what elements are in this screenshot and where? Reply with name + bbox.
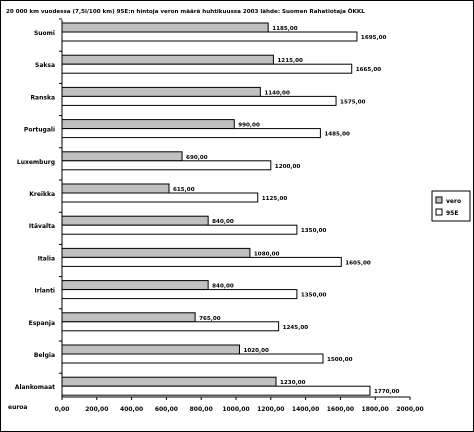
category-label-italia: Italia (38, 255, 55, 262)
x-tick-label: 1400,00 (292, 406, 319, 413)
data-label-95e-kreikka: 1125,00 (262, 196, 288, 202)
x-tick-label: 400,00 (120, 406, 143, 413)
data-label-vero-italia: 1080,00 (254, 251, 280, 257)
data-label-vero-ranska: 1140,00 (264, 90, 290, 96)
bar-vero-kreikka (61, 183, 170, 194)
data-label-95e-alankomaat: 1770,00 (374, 389, 400, 395)
bar-95e-suomi (61, 31, 358, 42)
legend-label-vero: vero (446, 198, 461, 205)
bar-vero-portugali (61, 119, 235, 130)
category-label-portugali: Portugali (24, 127, 55, 134)
data-label-95e-saksa: 1665,00 (356, 67, 382, 73)
category-label-belgia: Belgia (34, 352, 55, 359)
data-label-vero-luxemburg: 690,00 (186, 155, 208, 161)
bar-95e-itavalta (61, 224, 298, 235)
data-label-vero-saksa: 1215,00 (277, 58, 303, 64)
bar-vero-alankomaat (61, 376, 277, 387)
data-label-vero-irlanti: 840,00 (212, 284, 234, 290)
bar-vero-itavalta (61, 215, 209, 226)
bar-vero-saksa (61, 54, 274, 65)
category-label-itavalta: Itävalta (29, 223, 55, 230)
bar-vero-italia (61, 247, 251, 258)
bar-vero-belgia (61, 344, 240, 355)
bar-vero-espanja (61, 312, 196, 323)
data-label-95e-suomi: 1695,00 (361, 35, 387, 41)
x-tick-label: 800,00 (190, 406, 213, 413)
bar-95e-luxemburg (61, 160, 272, 171)
data-label-vero-kreikka: 615,00 (173, 187, 195, 193)
bar-95e-portugali (61, 128, 321, 139)
category-label-espanja: Espanja (29, 320, 55, 327)
x-tick-label: 1000,00 (222, 406, 249, 413)
data-label-vero-itavalta: 840,00 (212, 219, 234, 225)
data-label-95e-irlanti: 1350,00 (301, 293, 327, 299)
bar-vero-suomi (61, 22, 269, 33)
data-label-95e-luxemburg: 1200,00 (275, 164, 301, 170)
bar-95e-italia (61, 256, 342, 267)
data-label-95e-itavalta: 1350,00 (301, 228, 327, 234)
category-label-luxemburg: Luxemburg (17, 159, 55, 166)
x-tick-label: 600,00 (155, 406, 178, 413)
category-label-kreikka: Kreikka (29, 191, 55, 198)
x-axis-label: euroa (8, 404, 27, 411)
bar-95e-saksa (61, 63, 353, 74)
bar-95e-irlanti (61, 289, 298, 300)
bar-95e-kreikka (61, 192, 259, 203)
bar-95e-belgia (61, 353, 324, 364)
x-tick-label: 2000,00 (396, 406, 423, 413)
x-tick-label: 1600,00 (327, 406, 354, 413)
data-label-vero-espanja: 765,00 (199, 316, 221, 322)
x-tick-label: 200,00 (85, 406, 108, 413)
category-label-irlanti: Irlanti (35, 288, 56, 295)
legend-box (431, 190, 471, 222)
data-label-95e-ranska: 1575,00 (340, 99, 366, 105)
plot-area: 0,00 200,00 400,00 600,00 800,00 1000,00 1200,… (15, 18, 424, 413)
category-label-suomi: Suomi (34, 30, 55, 37)
legend-swatch-95e (435, 208, 443, 216)
data-label-95e-italia: 1605,00 (345, 260, 371, 266)
data-label-95e-portugali: 1485,00 (324, 132, 350, 138)
category-label-alankomaat: Alankomaat (15, 384, 55, 391)
bar-vero-irlanti (61, 280, 209, 291)
legend: vero 95E (431, 190, 471, 222)
data-label-vero-portugali: 990,00 (238, 123, 260, 129)
x-tick-label: 0,00 (55, 406, 70, 413)
legend-label-95e: 95E (446, 210, 458, 217)
x-tick-label: 1800,00 (362, 406, 389, 413)
chart-title: 20 000 km vuodessa (7,5l/100 km) 95E:n h… (6, 8, 365, 15)
bar-vero-ranska (61, 86, 261, 97)
data-label-vero-alankomaat: 1230,00 (280, 380, 306, 386)
category-label-ranska: Ranska (30, 94, 55, 101)
bar-95e-alankomaat (61, 385, 371, 396)
x-tick-label: 1200,00 (257, 406, 284, 413)
bar-95e-espanja (61, 321, 280, 332)
data-label-95e-espanja: 1245,00 (283, 325, 309, 331)
category-label-saksa: Saksa (35, 62, 55, 69)
data-label-95e-belgia: 1500,00 (327, 357, 353, 363)
bar-vero-luxemburg (61, 151, 183, 162)
legend-swatch-vero (435, 196, 443, 204)
data-label-vero-belgia: 1020,00 (243, 348, 269, 354)
bar-95e-ranska (61, 95, 337, 106)
data-label-vero-suomi: 1185,00 (272, 26, 298, 32)
